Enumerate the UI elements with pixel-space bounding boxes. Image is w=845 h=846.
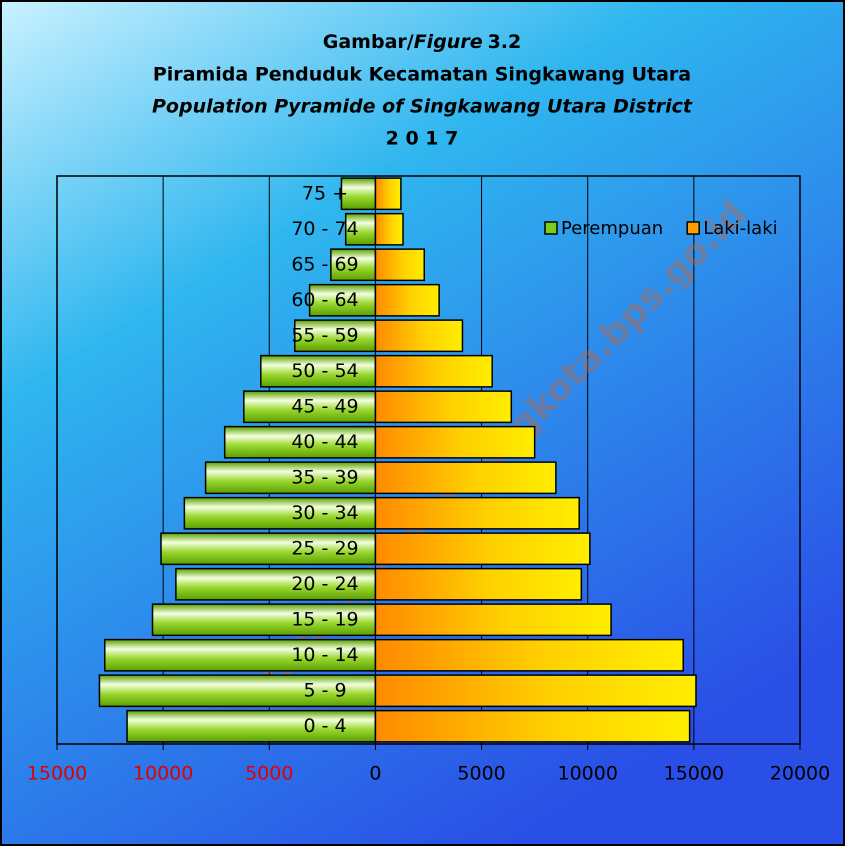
bar [374, 674, 697, 708]
y-tick-label: 50 - 54 [291, 360, 358, 382]
bar [374, 248, 426, 282]
chart-title: Piramida Penduduk Kecamatan Singkawang U… [153, 64, 691, 86]
bar [104, 638, 377, 672]
bar [374, 177, 402, 211]
y-tick-label: 25 - 29 [291, 537, 358, 559]
figure-word: Figure [414, 31, 483, 53]
y-tick-label: 65 - 69 [291, 253, 358, 275]
bar [374, 532, 591, 566]
bar [243, 390, 377, 424]
bar [204, 461, 377, 495]
y-tick-label: 40 - 44 [291, 431, 358, 453]
bar [151, 603, 377, 637]
figure-number: 3.2 [488, 31, 522, 53]
bar [374, 354, 493, 388]
bar [160, 532, 377, 566]
y-tick-label: 70 - 74 [291, 218, 358, 240]
legend-swatch [686, 221, 700, 235]
x-tick-label: 5000 [245, 763, 293, 785]
y-tick-label: 55 - 59 [291, 324, 358, 346]
bar [308, 283, 377, 317]
x-tick-label: 15000 [664, 763, 724, 785]
bar [374, 461, 557, 495]
bar [374, 319, 464, 353]
y-tick-label: 15 - 19 [291, 608, 358, 630]
bar [374, 212, 404, 246]
legend-label: Perempuan [561, 218, 663, 239]
bar [374, 567, 583, 601]
x-tick-label: 0 [369, 763, 381, 785]
x-tick-label: 20000 [770, 763, 830, 785]
bar [374, 496, 580, 530]
x-tick-label: 15000 [27, 763, 87, 785]
y-tick-label: 10 - 14 [291, 644, 358, 666]
y-tick-label: 20 - 24 [291, 573, 358, 595]
chart-subtitle: Population Pyramide of Singkawang Utara … [152, 96, 693, 118]
bar [374, 283, 440, 317]
figure-prefix: Gambar/ [323, 31, 414, 53]
bar [260, 354, 377, 388]
bar [126, 709, 377, 743]
bar [374, 603, 612, 637]
legend-swatch [544, 221, 558, 235]
bar [374, 709, 691, 743]
y-tick-label: 35 - 39 [291, 466, 358, 488]
y-tick-label: 30 - 34 [291, 502, 358, 524]
y-tick-label: 75 + [302, 182, 348, 204]
bar [223, 425, 377, 459]
bar [374, 390, 513, 424]
y-tick-label: 5 - 9 [303, 679, 346, 701]
bar [294, 319, 377, 353]
y-tick-label: 0 - 4 [303, 715, 346, 737]
x-tick-label: 10000 [133, 763, 193, 785]
bar [183, 496, 377, 530]
bar [374, 425, 536, 459]
x-tick-label: 10000 [557, 763, 617, 785]
figure-label: Gambar/Figure 3.2 [323, 31, 522, 53]
bar [340, 177, 377, 211]
y-tick-label: 45 - 49 [291, 395, 358, 417]
y-tick-label: 60 - 64 [291, 289, 358, 311]
legend-label: Laki-laki [703, 218, 777, 239]
bar [175, 567, 377, 601]
year: 2 0 1 7 [386, 128, 459, 150]
bar [374, 638, 684, 672]
bar [330, 248, 377, 282]
x-tick-label: 5000 [457, 763, 505, 785]
